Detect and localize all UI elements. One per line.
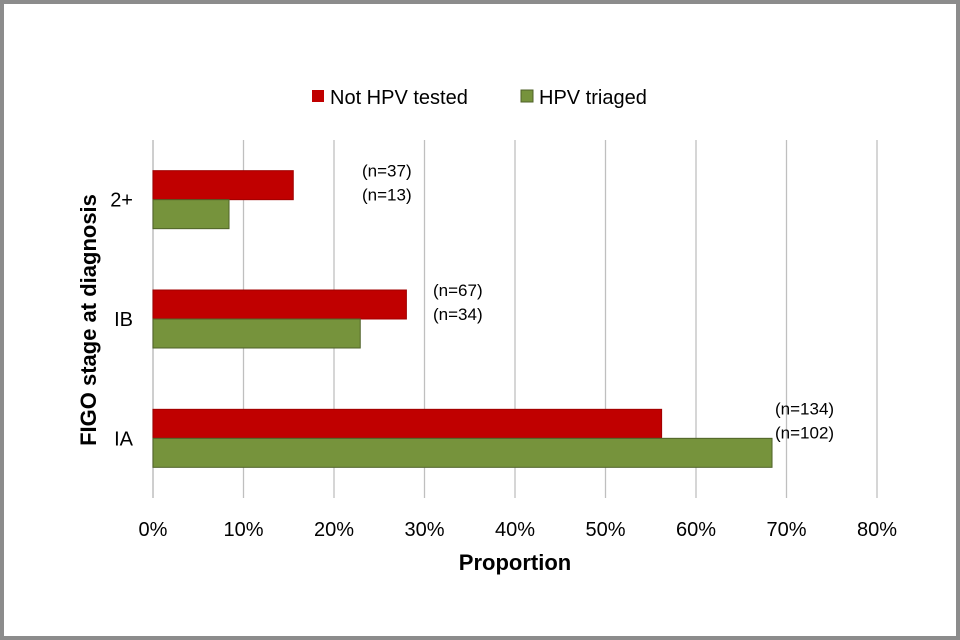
data-label: (n=13) xyxy=(362,186,412,205)
category-label: 2+ xyxy=(110,190,133,212)
bar-hpv-triaged xyxy=(152,199,230,230)
y-axis-title: FIGO stage at diagnosis xyxy=(76,194,101,446)
data-label: (n=37) xyxy=(362,162,412,181)
data-label: (n=67) xyxy=(433,281,483,300)
x-tick-label: 80% xyxy=(857,519,897,541)
bar-not-hpv-tested xyxy=(152,289,407,320)
x-tick-label: 30% xyxy=(404,519,444,541)
bar-hpv-triaged xyxy=(152,318,361,349)
x-tick-label: 70% xyxy=(766,519,806,541)
x-tick-label: 50% xyxy=(585,519,625,541)
bar-hpv-triaged xyxy=(152,437,773,468)
x-axis-title: Proportion xyxy=(459,550,571,575)
data-label: (n=34) xyxy=(433,305,483,324)
legend-swatch-not-hpv-tested xyxy=(312,90,324,102)
bars xyxy=(152,170,773,468)
x-tick-label: 0% xyxy=(139,519,168,541)
category-labels: 2+ IB IA xyxy=(110,190,133,451)
bar-not-hpv-tested xyxy=(152,408,663,439)
x-tick-labels: 0% 10% 20% 30% 40% 50% 60% 70% 80% xyxy=(139,519,898,541)
x-tick-label: 10% xyxy=(223,519,263,541)
data-label: (n=134) xyxy=(775,399,834,418)
category-label: IA xyxy=(114,428,134,450)
legend: Not HPV tested HPV triaged xyxy=(312,87,647,109)
x-tick-label: 40% xyxy=(495,519,535,541)
category-label: IB xyxy=(114,309,133,331)
x-tick-label: 20% xyxy=(314,519,354,541)
legend-label-not-hpv-tested: Not HPV tested xyxy=(330,87,468,109)
data-labels: (n=37) (n=13) (n=67) (n=34) (n=134) (n=102) xyxy=(362,162,834,443)
x-tick-label: 60% xyxy=(676,519,716,541)
legend-swatch-hpv-triaged xyxy=(520,89,534,103)
bar-not-hpv-tested xyxy=(152,170,294,201)
data-label: (n=102) xyxy=(775,423,834,442)
legend-label-hpv-triaged: HPV triaged xyxy=(539,87,647,109)
